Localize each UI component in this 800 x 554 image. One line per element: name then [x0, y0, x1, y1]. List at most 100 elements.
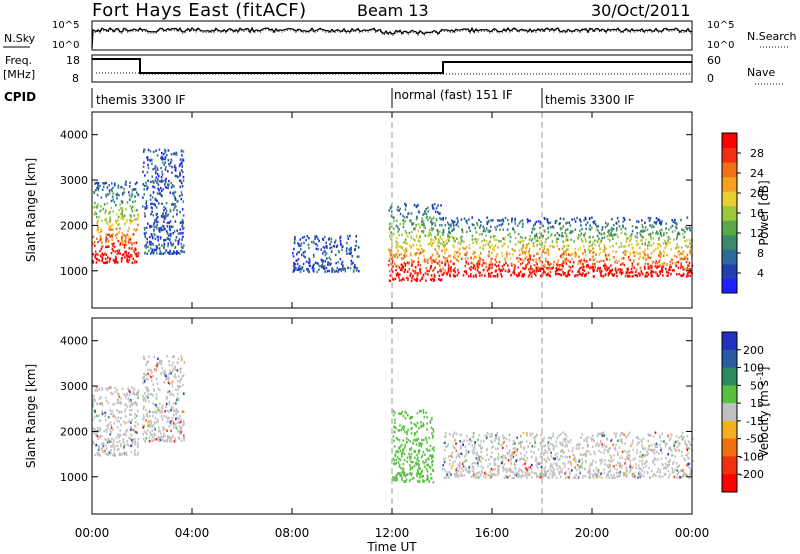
echo-cell	[584, 238, 587, 241]
echo-cell	[566, 238, 569, 242]
echo-cell	[151, 162, 153, 165]
echo-cell	[521, 473, 523, 477]
echo-cell	[94, 244, 96, 247]
echo-cell	[164, 251, 166, 255]
y-tick-label: 4000	[60, 129, 88, 142]
echo-cell	[175, 427, 178, 430]
echo-cell	[179, 232, 181, 235]
echo-cell	[117, 436, 120, 439]
echo-cell	[162, 157, 165, 160]
echo-cell	[605, 445, 608, 448]
echo-cell	[137, 254, 139, 258]
echo-cell	[538, 462, 540, 465]
echo-cell	[168, 227, 171, 230]
echo-cell	[146, 386, 149, 389]
echo-cell	[630, 242, 633, 246]
echo-cell	[109, 433, 112, 436]
echo-cell	[616, 274, 618, 278]
echo-cell	[390, 249, 393, 252]
echo-cell	[583, 245, 585, 248]
echo-cell	[164, 179, 167, 182]
echo-cell	[119, 401, 121, 405]
echo-cell	[452, 269, 455, 272]
echo-cell	[438, 212, 440, 215]
echo-cell	[659, 229, 661, 232]
echo-cell	[168, 436, 171, 439]
echo-cell	[528, 255, 531, 258]
echo-cell	[442, 256, 445, 259]
echo-cell	[536, 236, 539, 240]
echo-cell	[124, 241, 127, 244]
echo-cell	[612, 223, 615, 227]
echo-cell	[598, 260, 601, 263]
echo-cell	[532, 436, 535, 439]
echo-cell	[406, 270, 409, 273]
echo-cell	[117, 218, 119, 222]
echo-cell	[131, 443, 134, 446]
echo-cell	[117, 223, 119, 227]
echo-cell	[171, 244, 174, 247]
echo-cell	[542, 267, 544, 270]
echo-cell	[497, 447, 499, 451]
echo-cell	[143, 376, 145, 379]
echo-cell	[564, 274, 567, 278]
echo-cell	[181, 160, 183, 163]
echo-cell	[153, 421, 156, 424]
echo-cell	[673, 447, 676, 450]
echo-cell	[391, 210, 393, 213]
echo-cell	[148, 355, 150, 358]
echo-cell	[659, 270, 662, 273]
echo-cell	[447, 455, 450, 458]
echo-cell	[113, 422, 115, 425]
echo-cell	[335, 245, 338, 249]
echo-cell	[335, 261, 337, 265]
echo-cell	[170, 225, 173, 229]
echo-cell	[678, 470, 680, 474]
echo-cell	[160, 360, 162, 364]
freq-trace	[92, 58, 692, 74]
echo-cell	[659, 264, 661, 267]
echo-cell	[689, 443, 692, 447]
echo-cell	[432, 277, 434, 281]
echo-cell	[173, 165, 176, 168]
echo-cell	[455, 470, 457, 473]
echo-cell	[404, 444, 407, 447]
echo-cell	[111, 242, 114, 246]
echo-cell	[416, 458, 418, 461]
echo-cell	[549, 274, 551, 278]
echo-cell	[405, 276, 408, 279]
echo-cell	[588, 227, 591, 231]
echo-cell	[590, 266, 592, 269]
echo-cell	[134, 209, 136, 212]
echo-cell	[124, 394, 126, 397]
echo-cell	[657, 232, 660, 235]
echo-cell	[112, 413, 114, 416]
echo-cell	[688, 268, 690, 271]
echo-cell	[656, 273, 659, 276]
echo-cell	[401, 452, 403, 456]
echo-cell	[145, 363, 147, 366]
echo-cell	[627, 433, 629, 437]
echo-cell	[609, 470, 612, 473]
echo-cell	[487, 219, 490, 223]
echo-cell	[587, 248, 590, 251]
echo-cell	[165, 181, 167, 184]
echo-cell	[414, 227, 416, 231]
echo-cell	[666, 466, 669, 469]
echo-cell	[116, 398, 119, 401]
echo-cell	[395, 224, 398, 227]
echo-cell	[583, 453, 586, 456]
echo-cell	[545, 473, 548, 476]
echo-cell	[514, 467, 517, 470]
echo-cell	[682, 474, 684, 478]
echo-cell	[510, 470, 512, 473]
echo-cell	[539, 243, 542, 247]
echo-cell	[627, 258, 630, 261]
echo-cell	[551, 245, 554, 248]
echo-cell	[596, 434, 599, 438]
echo-cell	[137, 389, 140, 392]
echo-cell	[520, 258, 523, 261]
echo-cell	[646, 460, 648, 463]
echo-cell	[166, 153, 168, 157]
echo-cell	[177, 232, 180, 235]
